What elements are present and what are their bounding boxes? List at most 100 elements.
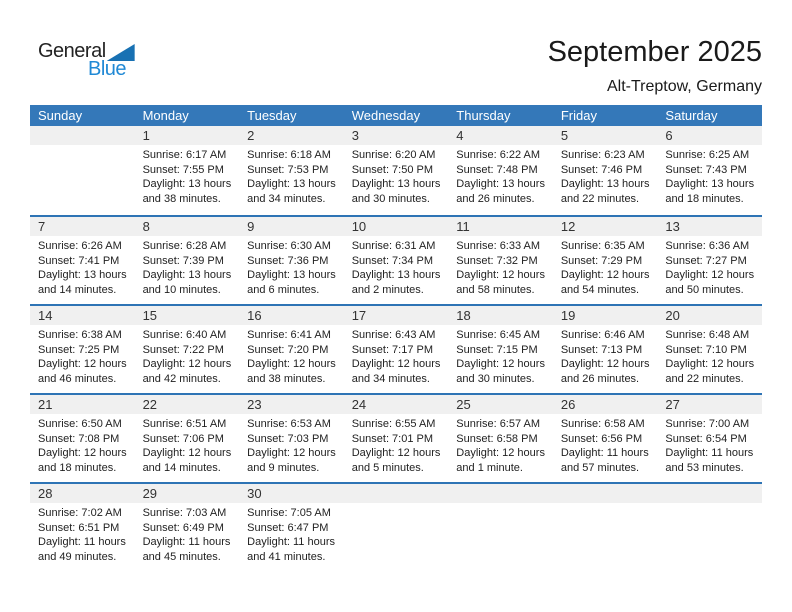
sunset-text: Sunset: 7:01 PM [351, 432, 434, 445]
daylight-text-line1: Daylight: 13 hours [142, 178, 232, 190]
day-cell: 22 Sunrise: 6:51 AM Sunset: 7:06 PM Dayligh… [134, 395, 240, 482]
day-number: 6 [657, 126, 762, 145]
daylight-text-line1: Daylight: 13 hours [247, 269, 336, 281]
sunset-text: Sunset: 7:06 PM [142, 432, 224, 445]
day-number: 8 [134, 217, 240, 236]
day-number: 22 [134, 395, 240, 414]
day-cell: 7 Sunrise: 6:26 AM Sunset: 7:41 PM Daylight… [30, 217, 135, 304]
sunrise-text: Sunrise: 6:20 AM [351, 149, 436, 161]
day-details: Sunrise: 6:51 AM Sunset: 7:06 PM Daylight:… [135, 414, 240, 475]
day-number: 23 [239, 395, 344, 414]
day-cell: 28 Sunrise: 7:02 AM Sunset: 6:51 PM Dayligh… [30, 484, 135, 571]
daylight-text-line2: and 34 minutes. [351, 372, 430, 385]
day-number: 5 [552, 126, 658, 145]
day-cell: 11 Sunrise: 6:33 AM Sunset: 7:32 PM Dayligh… [448, 217, 553, 304]
daylight-text-line2: and 54 minutes. [560, 283, 640, 296]
daylight-text-line1: Daylight: 13 hours [351, 178, 441, 190]
daylight-text-line2: and 18 minutes. [665, 192, 744, 205]
sunset-text: Sunset: 7:50 PM [351, 163, 434, 176]
daylight-text-line1: Daylight: 11 hours [665, 447, 754, 459]
day-details: Sunrise: 6:23 AM Sunset: 7:46 PM Daylight:… [553, 145, 658, 206]
week-row: 1 Sunrise: 6:17 AM Sunset: 7:55 PM Daylight… [30, 126, 762, 215]
sunrise-text: Sunrise: 6:43 AM [351, 329, 436, 341]
day-number: 18 [448, 306, 553, 325]
day-details: Sunrise: 6:57 AM Sunset: 6:58 PM Daylight:… [448, 414, 553, 475]
sunrise-text: Sunrise: 6:31 AM [351, 240, 436, 252]
daylight-text-line1: Daylight: 12 hours [665, 358, 755, 370]
day-cell: 30 Sunrise: 7:05 AM Sunset: 6:47 PM Dayligh… [239, 484, 344, 571]
day-number [552, 484, 658, 503]
day-details: Sunrise: 7:00 AM Sunset: 6:54 PM Daylight:… [657, 414, 762, 475]
sunrise-text: Sunrise: 7:02 AM [38, 507, 122, 519]
day-cell: 10 Sunrise: 6:31 AM Sunset: 7:34 PM Dayligh… [343, 217, 449, 304]
sunset-text: Sunset: 7:27 PM [665, 254, 747, 267]
page-title: September 2025 [547, 36, 762, 68]
sunrise-text: Sunrise: 6:22 AM [456, 149, 541, 161]
day-cell: 18 Sunrise: 6:45 AM Sunset: 7:15 PM Dayligh… [448, 306, 553, 393]
daylight-text-line2: and 1 minute. [456, 461, 523, 474]
sunset-text: Sunset: 7:08 PM [38, 432, 120, 445]
day-details: Sunrise: 6:31 AM Sunset: 7:34 PM Daylight:… [344, 236, 449, 297]
daylight-text-line1: Daylight: 12 hours [456, 269, 545, 281]
day-cell: 25 Sunrise: 6:57 AM Sunset: 6:58 PM Dayligh… [448, 395, 553, 482]
location-subtitle: Alt-Treptow, Germany [606, 78, 762, 95]
day-details: Sunrise: 6:43 AM Sunset: 7:17 PM Daylight:… [344, 325, 449, 386]
sunrise-text: Sunrise: 6:48 AM [665, 329, 750, 341]
daylight-text-line1: Daylight: 13 hours [38, 269, 127, 281]
sunset-text: Sunset: 7:17 PM [351, 343, 434, 356]
day-details: Sunrise: 6:17 AM Sunset: 7:55 PM Daylight:… [135, 145, 240, 206]
day-number: 1 [134, 126, 240, 145]
daylight-text-line2: and 38 minutes. [247, 372, 326, 385]
day-details: Sunrise: 6:38 AM Sunset: 7:25 PM Daylight:… [30, 325, 135, 386]
daylight-text-line1: Daylight: 12 hours [38, 447, 127, 459]
daylight-text-line1: Daylight: 12 hours [247, 447, 336, 459]
sunrise-text: Sunrise: 6:30 AM [247, 240, 331, 252]
day-cell: 6 Sunrise: 6:25 AM Sunset: 7:43 PM Daylight… [657, 126, 762, 215]
daylight-text-line2: and 10 minutes. [142, 283, 221, 296]
day-number: 13 [657, 217, 762, 236]
sunrise-text: Sunrise: 6:58 AM [560, 418, 645, 430]
empty-day-cell [448, 484, 553, 571]
daylight-text-line2: and 46 minutes. [38, 372, 117, 385]
weekday-header-friday: Friday [560, 108, 597, 123]
weekday-header-row: Sunday Monday Tuesday Wednesday Thursday… [30, 105, 762, 126]
daylight-text-line1: Daylight: 12 hours [38, 358, 127, 370]
day-details: Sunrise: 6:53 AM Sunset: 7:03 PM Daylight:… [239, 414, 344, 475]
daylight-text-line1: Daylight: 12 hours [456, 358, 545, 370]
day-details: Sunrise: 6:26 AM Sunset: 7:41 PM Daylight:… [30, 236, 135, 297]
day-number [448, 484, 553, 503]
sunset-text: Sunset: 7:13 PM [560, 343, 643, 356]
day-number: 27 [657, 395, 762, 414]
daylight-text-line2: and 14 minutes. [38, 283, 117, 296]
sunset-text: Sunset: 6:58 PM [456, 432, 538, 445]
day-number: 20 [657, 306, 762, 325]
day-number [657, 484, 762, 503]
sunrise-text: Sunrise: 6:45 AM [456, 329, 541, 341]
sunset-text: Sunset: 7:29 PM [560, 254, 643, 267]
day-number: 24 [343, 395, 449, 414]
daylight-text-line2: and 5 minutes. [351, 461, 424, 474]
daylight-text-line1: Daylight: 13 hours [456, 178, 545, 190]
sunset-text: Sunset: 7:41 PM [38, 254, 120, 267]
day-details: Sunrise: 6:40 AM Sunset: 7:22 PM Daylight:… [135, 325, 240, 386]
daylight-text-line1: Daylight: 12 hours [456, 447, 545, 459]
day-number: 19 [552, 306, 658, 325]
daylight-text-line2: and 6 minutes. [247, 283, 320, 296]
daylight-text-line2: and 42 minutes. [142, 372, 221, 385]
day-details: Sunrise: 6:20 AM Sunset: 7:50 PM Daylight:… [344, 145, 449, 206]
sunrise-text: Sunrise: 6:26 AM [38, 240, 122, 252]
day-cell: 17 Sunrise: 6:43 AM Sunset: 7:17 PM Dayligh… [343, 306, 449, 393]
daylight-text-line1: Daylight: 12 hours [351, 447, 441, 459]
daylight-text-line2: and 22 minutes. [665, 372, 744, 385]
day-number: 21 [30, 395, 135, 414]
general-blue-logo: General Blue [38, 40, 135, 81]
day-details: Sunrise: 6:22 AM Sunset: 7:48 PM Daylight:… [448, 145, 553, 206]
day-number: 12 [552, 217, 658, 236]
day-number: 11 [448, 217, 553, 236]
day-cell: 2 Sunrise: 6:18 AM Sunset: 7:53 PM Daylight… [239, 126, 344, 215]
daylight-text-line1: Daylight: 12 hours [142, 447, 232, 459]
sunset-text: Sunset: 7:25 PM [38, 343, 120, 356]
sunset-text: Sunset: 7:46 PM [560, 163, 643, 176]
sunrise-text: Sunrise: 7:03 AM [142, 507, 227, 519]
day-cell: 21 Sunrise: 6:50 AM Sunset: 7:08 PM Dayligh… [30, 395, 135, 482]
